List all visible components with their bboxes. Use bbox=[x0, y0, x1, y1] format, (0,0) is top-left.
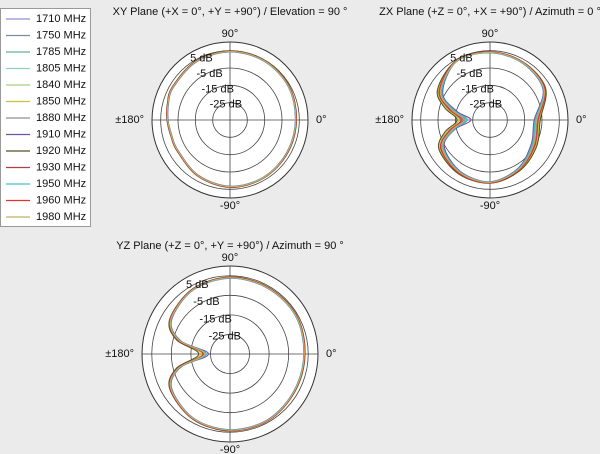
legend-label: 1910 MHz bbox=[36, 128, 86, 140]
theta-tick-label: -90° bbox=[220, 444, 240, 454]
theta-tick-label: 0° bbox=[316, 114, 327, 126]
pattern-line bbox=[169, 277, 305, 431]
legend-label: 1960 MHz bbox=[36, 194, 86, 206]
legend-label: 1950 MHz bbox=[36, 178, 86, 190]
legend-label: 1930 MHz bbox=[36, 161, 86, 173]
pattern-line bbox=[439, 51, 545, 183]
r-tick-label: -25 dB bbox=[210, 99, 242, 111]
chart-title: YZ Plane (+Z = 0°, +Y = +90°) / Azimuth … bbox=[116, 240, 344, 252]
legend-label: 1920 MHz bbox=[36, 145, 86, 157]
theta-tick-label: -90° bbox=[220, 200, 240, 212]
theta-tick-label: -90° bbox=[480, 200, 500, 212]
legend-label: 1710 MHz bbox=[36, 13, 86, 25]
theta-tick-label: 0° bbox=[576, 114, 587, 126]
legend-label: 1840 MHz bbox=[36, 79, 86, 91]
theta-tick-label: ±180° bbox=[115, 114, 144, 126]
legend-label: 1785 MHz bbox=[36, 46, 86, 58]
theta-tick-label: ±180° bbox=[105, 348, 134, 360]
pattern-line bbox=[441, 52, 545, 183]
r-tick-label: -15 dB bbox=[199, 313, 231, 325]
pattern-line bbox=[170, 277, 305, 431]
r-tick-label: -25 dB bbox=[209, 331, 241, 343]
legend-label: 1980 MHz bbox=[36, 211, 86, 223]
r-tick-label: -5 dB bbox=[193, 296, 219, 308]
theta-tick-label: 90° bbox=[482, 28, 499, 40]
legend-label: 1805 MHz bbox=[36, 62, 86, 74]
r-tick-label: -5 dB bbox=[196, 68, 222, 80]
r-tick-label: 5 dB bbox=[190, 53, 213, 65]
r-tick-label: -25 dB bbox=[470, 99, 502, 111]
legend-label: 1850 MHz bbox=[36, 95, 86, 107]
theta-tick-label: ±180° bbox=[375, 114, 404, 126]
theta-tick-label: 90° bbox=[222, 252, 239, 264]
pattern-line bbox=[166, 51, 297, 188]
legend-label: 1880 MHz bbox=[36, 112, 86, 124]
theta-tick-label: 0° bbox=[326, 348, 337, 360]
legend-label: 1750 MHz bbox=[36, 29, 86, 41]
chart-title: XY Plane (+X = 0°, +Y = +90°) / Elevatio… bbox=[113, 6, 348, 18]
r-tick-label: 5 dB bbox=[450, 53, 473, 65]
r-tick-label: -5 dB bbox=[456, 68, 482, 80]
theta-tick-label: 90° bbox=[222, 28, 239, 40]
r-tick-label: -15 dB bbox=[462, 83, 494, 95]
chart-title: ZX Plane (+Z = 0°, +X = +90°) / Azimuth … bbox=[379, 6, 600, 18]
r-tick-label: -15 dB bbox=[202, 83, 234, 95]
r-tick-label: 5 dB bbox=[186, 279, 209, 291]
